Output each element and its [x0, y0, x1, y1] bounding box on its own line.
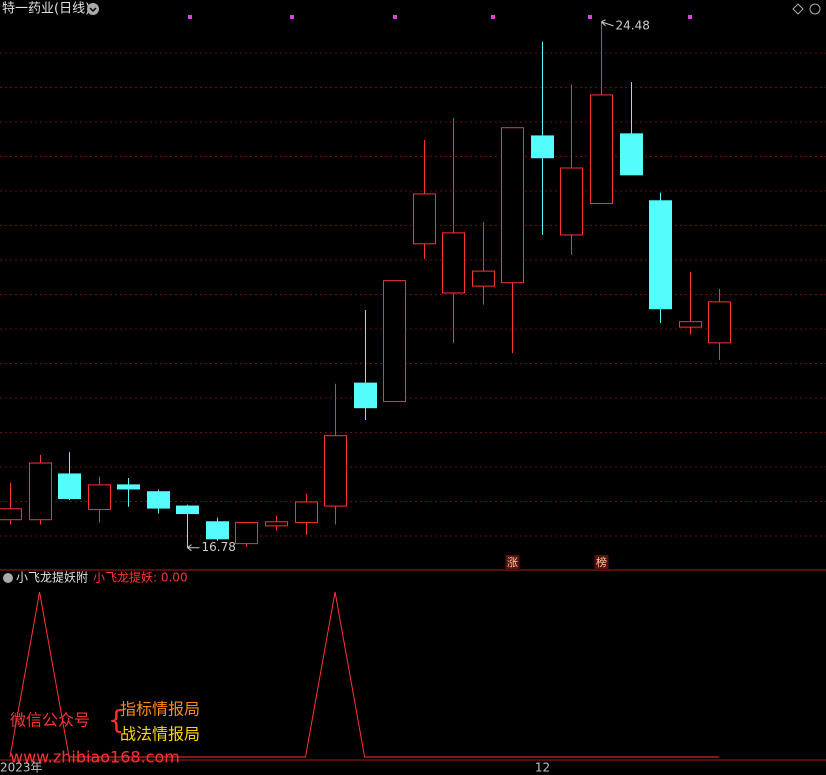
- x-tick-label: 12: [535, 761, 550, 775]
- badge-bg: [594, 555, 609, 569]
- candle-body: [649, 200, 672, 310]
- marker-dot: [588, 15, 592, 19]
- candle-body: [560, 167, 583, 236]
- min-label: 16.78: [202, 540, 236, 554]
- x-tick-label: 2023年: [0, 761, 43, 775]
- candle-body: [117, 484, 140, 490]
- badge: 涨: [507, 556, 518, 569]
- indicator-title: 小飞龙提妖附: [16, 570, 88, 585]
- candle-body: [265, 521, 288, 527]
- marker-dot: [491, 15, 495, 19]
- candle-body: [206, 521, 229, 540]
- candle-body: [235, 521, 258, 545]
- chart-title: 特一药业(日线): [2, 2, 90, 17]
- annotation-arrow: [601, 19, 614, 27]
- candle-body: [620, 133, 643, 176]
- annotation-arrow: [187, 544, 200, 552]
- max-label: 24.48: [616, 18, 650, 32]
- marker-dot: [393, 15, 397, 19]
- watermark-label: 微信公众号: [10, 711, 90, 730]
- candle-body: [295, 501, 318, 523]
- watermark-line: 指标情报局: [120, 700, 200, 719]
- watermark-brace: {: [108, 706, 125, 736]
- candle-body: [413, 193, 436, 245]
- candle-body: [531, 135, 554, 159]
- candle-body: [472, 270, 495, 287]
- candle-body: [88, 484, 111, 510]
- candle-body: [29, 462, 52, 521]
- candle-body: [383, 280, 406, 403]
- menu-icon[interactable]: [87, 3, 99, 15]
- marker-dot: [188, 15, 192, 19]
- watermark-line: 战法情报局: [120, 725, 200, 744]
- candle-body: [147, 491, 170, 509]
- marker-dot: [290, 15, 294, 19]
- candle-body: [679, 321, 702, 328]
- candle-body: [442, 232, 465, 294]
- candle-body: [324, 435, 347, 507]
- candle-body: [501, 127, 524, 284]
- candle-body: [176, 505, 199, 515]
- menu-chevron: [89, 7, 97, 13]
- candle-body: [58, 473, 81, 500]
- candle-body: [708, 301, 731, 344]
- indicator-menu[interactable]: [3, 573, 13, 583]
- badge: 榜: [596, 555, 607, 569]
- indicator-line: [9, 591, 720, 758]
- diamond-icon[interactable]: [792, 3, 804, 15]
- minus-icon[interactable]: [809, 3, 821, 15]
- candle-body: [0, 508, 22, 521]
- indicator-legend: 小飞龙提妖: 0.00: [93, 570, 188, 585]
- candle-body: [354, 382, 377, 409]
- candle-body: [590, 94, 613, 205]
- marker-dot: [688, 15, 692, 19]
- badge-bg: [505, 555, 520, 569]
